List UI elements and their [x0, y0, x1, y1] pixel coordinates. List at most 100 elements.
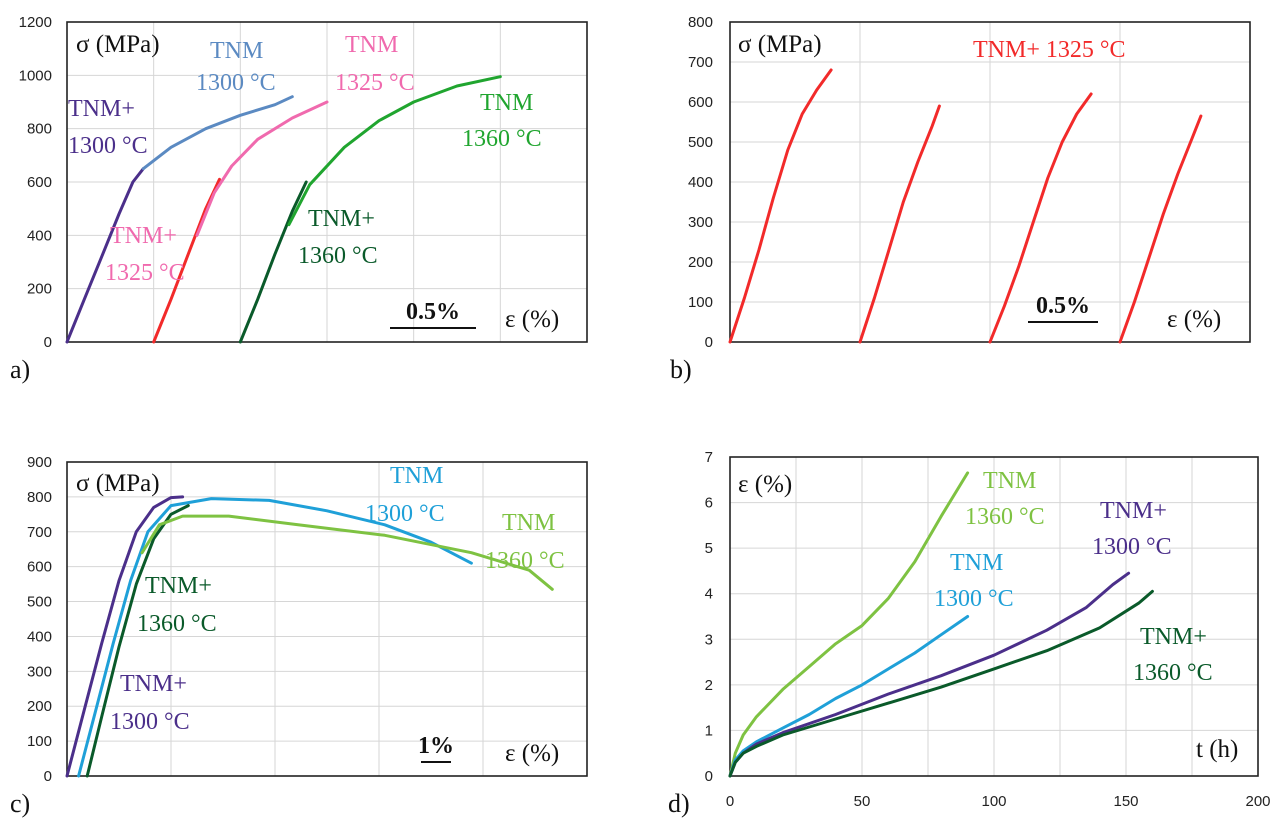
y-tick-label: 800	[27, 121, 52, 138]
series-annotation: 1300 °C	[1092, 534, 1172, 560]
y-tick-label: 0	[44, 768, 52, 785]
series-line	[85, 504, 190, 778]
series-annotation: TNM+	[1100, 498, 1167, 524]
y-tick-label: 4	[705, 586, 713, 603]
y-tick-label: 800	[688, 14, 713, 31]
series-annotation: 1360 °C	[485, 548, 565, 574]
series-annotation: TNM+ 1325 °C	[973, 37, 1125, 63]
plot-frame	[66, 21, 588, 343]
series-line	[1118, 114, 1203, 344]
series-line	[238, 180, 308, 344]
series-line	[728, 589, 1154, 778]
x-axis-label: ε (%)	[505, 740, 559, 767]
y-tick-label: 900	[27, 454, 52, 471]
y-tick-label: 200	[27, 281, 52, 298]
panel-d-creep-strain-time: 0 1 2 3 4 5 6 7 0 50 100 150 200 ε (%) t (h) TNM 1360 °C…	[668, 449, 1271, 818]
scale-bar-label: 0.5%	[1036, 293, 1090, 319]
y-axis-label: ε (%)	[738, 471, 792, 498]
y-tick-label: 500	[688, 134, 713, 151]
y-tick-label: 5	[705, 540, 713, 557]
x-tick-label: 200	[1245, 793, 1270, 810]
y-tick-label: 100	[27, 733, 52, 750]
y-tick-label: 1200	[19, 14, 52, 31]
scale-bar-label: 1%	[418, 733, 454, 759]
y-tick-label: 300	[688, 214, 713, 231]
series-annotation: TNM+	[145, 573, 212, 599]
series-line	[858, 104, 941, 344]
series-annotation: TNM+	[68, 96, 135, 122]
y-tick-label: 2	[705, 677, 713, 694]
panel-label: b)	[670, 355, 692, 384]
y-tick-label: 400	[27, 227, 52, 244]
x-tick-label: 0	[726, 793, 734, 810]
y-tick-label: 0	[705, 334, 713, 351]
y-tick-label: 600	[27, 559, 52, 576]
series-annotation: 1360 °C	[462, 126, 542, 152]
series-annotation: 1325 °C	[335, 70, 415, 96]
series-annotation: TNM	[950, 550, 1003, 576]
x-tick-label: 50	[854, 793, 871, 810]
series-annotation: TNM	[345, 32, 398, 58]
y-tick-label: 300	[27, 663, 52, 680]
panel-label: a)	[10, 355, 30, 384]
series-line	[141, 95, 294, 171]
y-tick-label: 200	[27, 698, 52, 715]
series-line	[65, 167, 145, 344]
series-line	[65, 495, 185, 778]
plot-frame	[729, 456, 1259, 777]
x-axis-label: ε (%)	[505, 306, 559, 333]
x-axis-label: ε (%)	[1167, 306, 1221, 333]
series-annotation: TNM	[502, 510, 555, 536]
series-annotation: TNM+	[110, 223, 177, 249]
series-line	[195, 100, 329, 237]
scale-bar-label: 0.5%	[406, 299, 460, 325]
series-annotation: 1300 °C	[365, 501, 445, 527]
y-tick-label: 3	[705, 631, 713, 648]
panel-c-stress-strain: 0 100 200 300 400 500 600 700 800 900 σ (MPa) ε (%)…	[10, 454, 588, 818]
y-tick-label: 6	[705, 495, 713, 512]
panel-a-stress-strain: 0 200 400 600 800 1000 1200 σ (MPa) ε (%) 0.5% TNM…	[10, 14, 588, 384]
plot-frame	[66, 461, 588, 777]
series-annotation: TNM	[390, 463, 443, 489]
series-line	[728, 615, 970, 778]
y-tick-label: 800	[27, 489, 52, 506]
series-annotation: 1300 °C	[110, 709, 190, 735]
series-annotation: TNM+	[120, 671, 187, 697]
series-annotation: 1300 °C	[934, 586, 1014, 612]
y-axis-label: σ (MPa)	[738, 31, 822, 58]
series-line	[77, 497, 473, 778]
y-tick-label: 100	[688, 294, 713, 311]
y-tick-label: 400	[27, 628, 52, 645]
y-tick-label: 700	[27, 524, 52, 541]
y-axis-label: σ (MPa)	[76, 31, 160, 58]
series-annotation: TNM	[210, 38, 263, 64]
y-tick-label: 7	[705, 449, 713, 466]
series-line	[728, 571, 1131, 778]
series-line	[988, 92, 1093, 344]
x-axis-label: t (h)	[1196, 736, 1238, 763]
series-annotation: 1360 °C	[137, 611, 217, 637]
series-line	[287, 75, 502, 227]
y-tick-label: 600	[27, 174, 52, 191]
panel-label: d)	[668, 789, 690, 818]
series-annotation: 1360 °C	[298, 243, 378, 269]
series-annotation: 1325 °C	[105, 260, 185, 286]
series-annotation: 1300 °C	[196, 70, 276, 96]
series-annotation: TNM	[480, 90, 533, 116]
panel-label: c)	[10, 789, 30, 818]
series-annotation: 1300 °C	[68, 133, 148, 159]
y-tick-label: 0	[44, 334, 52, 351]
y-tick-label: 1	[705, 722, 713, 739]
y-tick-label: 600	[688, 94, 713, 111]
y-tick-label: 0	[705, 768, 713, 785]
series-line	[728, 471, 970, 778]
y-tick-label: 200	[688, 254, 713, 271]
series-line	[140, 514, 554, 591]
series-annotation: TNM	[983, 468, 1036, 494]
y-tick-label: 1000	[19, 67, 52, 84]
series-annotation: TNM+	[308, 206, 375, 232]
y-tick-label: 500	[27, 594, 52, 611]
series-annotation: 1360 °C	[965, 504, 1045, 530]
series-line	[728, 68, 833, 344]
